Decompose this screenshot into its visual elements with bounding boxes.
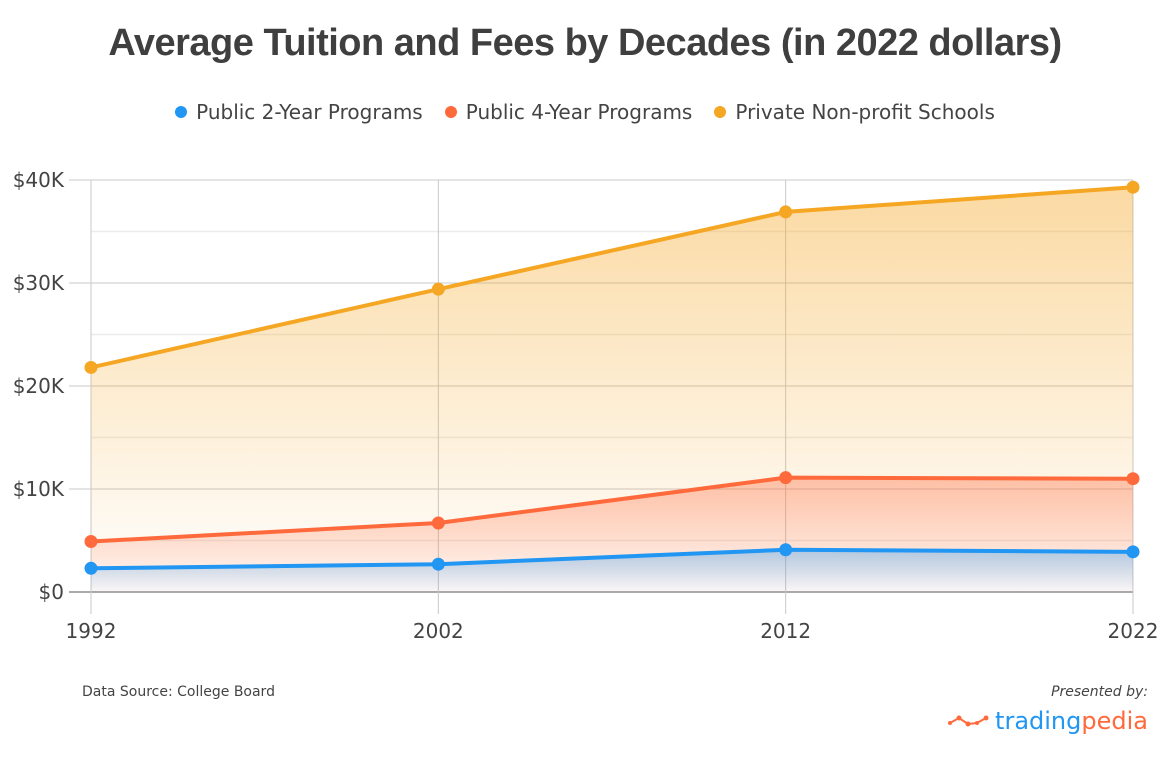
data-point[interactable] bbox=[84, 535, 98, 549]
trend-line-icon bbox=[948, 715, 989, 727]
data-point[interactable] bbox=[779, 205, 793, 219]
area-0 bbox=[91, 549, 1133, 592]
series-line-2 bbox=[90, 185, 1134, 370]
data-point[interactable] bbox=[1126, 545, 1140, 559]
legend-label: Private Non-profit Schools bbox=[735, 100, 995, 124]
data-point[interactable] bbox=[1126, 472, 1140, 486]
legend-item-public-4-year[interactable]: Public 4-Year Programs bbox=[444, 100, 693, 124]
brand-text-pedia: pedia bbox=[1081, 707, 1148, 735]
legend: Public 2-Year Programs Public 4-Year Pro… bbox=[0, 100, 1170, 124]
series-line-1 bbox=[90, 475, 1134, 544]
data-point[interactable] bbox=[431, 282, 445, 296]
legend-item-private-nonprofit[interactable]: Private Non-profit Schools bbox=[714, 100, 995, 124]
data-point[interactable] bbox=[779, 543, 793, 557]
data-point[interactable] bbox=[431, 516, 445, 530]
series-line-0 bbox=[90, 547, 1134, 571]
data-point[interactable] bbox=[84, 561, 98, 575]
legend-dot-icon bbox=[175, 106, 188, 118]
legend-label: Public 2-Year Programs bbox=[196, 100, 423, 124]
data-point[interactable] bbox=[431, 557, 445, 571]
y-tick-label: $20K bbox=[13, 374, 65, 398]
presented-by: Presented by: bbox=[1051, 684, 1148, 700]
brand-text-trading: trading bbox=[995, 707, 1082, 735]
legend-label: Public 4-Year Programs bbox=[465, 100, 693, 124]
x-tick-label: 2012 bbox=[760, 619, 811, 643]
y-tick-label: $30K bbox=[13, 271, 65, 295]
data-point[interactable] bbox=[779, 471, 793, 485]
legend-item-public-2-year[interactable]: Public 2-Year Programs bbox=[175, 100, 423, 124]
data-point[interactable] bbox=[84, 360, 98, 374]
y-tick-label: $10K bbox=[13, 477, 65, 501]
data-source: Data Source: College Board bbox=[82, 684, 275, 700]
legend-dot-icon bbox=[444, 106, 457, 118]
brand-logo[interactable]: tradingpedia bbox=[947, 707, 1148, 735]
chart-title: Average Tuition and Fees by Decades (in … bbox=[108, 22, 1062, 64]
data-point[interactable] bbox=[1126, 180, 1140, 194]
x-tick-label: 2002 bbox=[413, 619, 464, 643]
legend-dot-icon bbox=[714, 106, 727, 118]
y-tick-label: $0 bbox=[39, 580, 64, 604]
x-tick-label: 2022 bbox=[1108, 619, 1159, 643]
y-tick-label: $40K bbox=[13, 168, 65, 192]
x-tick-label: 1992 bbox=[66, 619, 117, 643]
